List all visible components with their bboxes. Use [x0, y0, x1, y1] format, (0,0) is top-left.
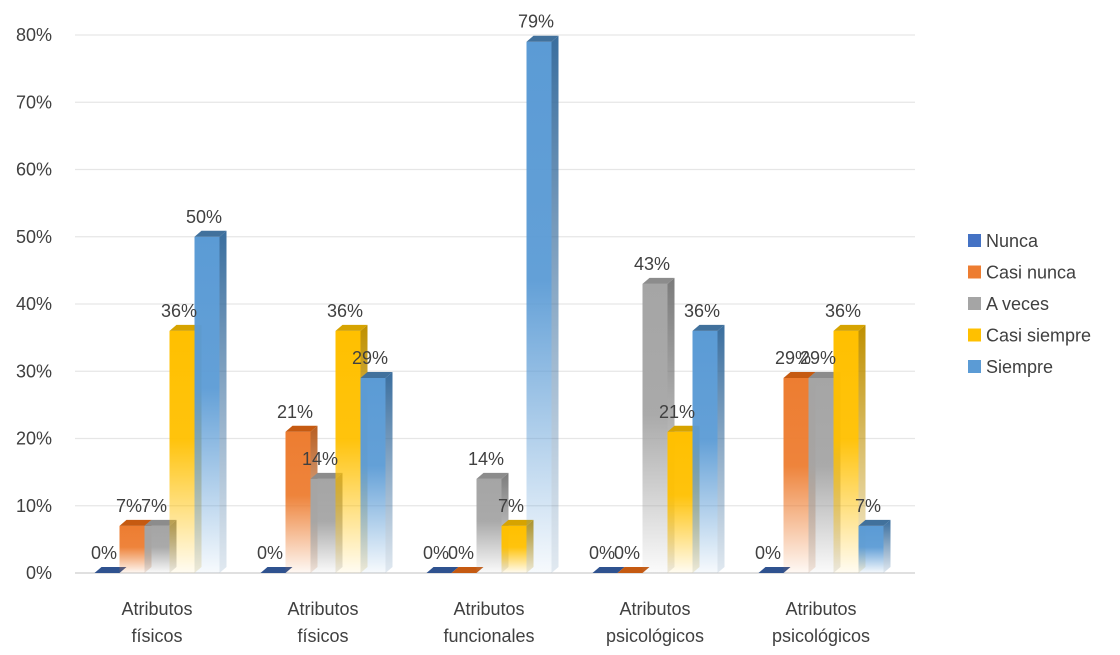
bar-siempre — [692, 324, 725, 573]
data-label: 0% — [755, 543, 781, 563]
y-tick-label: 50% — [16, 227, 52, 247]
data-label: 7% — [141, 496, 167, 516]
bar-nunca — [94, 567, 127, 573]
data-label: 0% — [448, 543, 474, 563]
y-tick-label: 0% — [26, 563, 52, 583]
y-tick-label: 10% — [16, 496, 52, 516]
y-tick-label: 20% — [16, 429, 52, 449]
data-label: 7% — [498, 496, 524, 516]
x-category-label: Atributos funcionales — [443, 599, 534, 646]
legend-label: Casi siempre — [986, 326, 1091, 346]
legend-label: Siempre — [986, 357, 1053, 377]
data-label: 21% — [277, 402, 313, 422]
data-label: 21% — [659, 402, 695, 422]
y-tick-label: 30% — [16, 361, 52, 381]
bar-siempre — [858, 519, 891, 573]
legend-label: A veces — [986, 294, 1049, 314]
data-label: 79% — [518, 12, 554, 32]
data-label: 0% — [423, 543, 449, 563]
data-label: 36% — [327, 301, 363, 321]
bar-siempre — [526, 35, 559, 574]
data-label: 14% — [468, 449, 504, 469]
data-label: 36% — [161, 301, 197, 321]
data-label: 0% — [91, 543, 117, 563]
x-category-label: Atributos psicológicos — [606, 599, 704, 646]
bar-casi-nunca — [451, 567, 484, 573]
x-axis: Atributos físicos Atributos físicos Atributo… — [121, 599, 870, 646]
data-label: 0% — [589, 543, 615, 563]
bar-casi-nunca — [617, 567, 650, 573]
y-tick-label: 60% — [16, 160, 52, 180]
data-labels: 0%7%7%36%50%0%21%14%36%29%0%0%14%7%79%0%… — [91, 12, 881, 563]
legend-item: Casi siempre — [968, 326, 1091, 346]
x-category-label: Atributos psicológicos — [772, 599, 870, 646]
legend-item: Siempre — [968, 357, 1053, 377]
y-tick-label: 40% — [16, 294, 52, 314]
y-axis: 0% 10% 20% 30% 40% 50% 60% 70% 80% — [16, 25, 52, 583]
bar-nunca — [260, 567, 293, 573]
data-label: 36% — [825, 301, 861, 321]
y-tick-label: 80% — [16, 25, 52, 45]
bar-nunca — [426, 567, 459, 573]
bar-nunca — [758, 567, 791, 573]
data-label: 29% — [775, 348, 811, 368]
data-label: 7% — [855, 496, 881, 516]
bar-siempre — [360, 371, 393, 573]
legend-label: Casi nunca — [986, 263, 1077, 283]
x-category-label: Atributos físicos — [121, 599, 192, 646]
x-category-label: Atributos físicos — [287, 599, 358, 646]
data-label: 0% — [257, 543, 283, 563]
data-label: 0% — [614, 543, 640, 563]
data-label: 29% — [352, 348, 388, 368]
bar-nunca — [592, 567, 625, 573]
data-label: 29% — [800, 348, 836, 368]
legend-label: Nunca — [986, 231, 1039, 251]
bar-casi-siempre — [833, 324, 866, 573]
legend: Nunca Casi nunca A veces Casi siempre Siempr… — [968, 231, 1091, 377]
legend-item: A veces — [968, 294, 1049, 314]
data-label: 36% — [684, 301, 720, 321]
data-label: 43% — [634, 254, 670, 274]
data-label: 7% — [116, 496, 142, 516]
bars — [94, 35, 891, 574]
y-tick-label: 70% — [16, 92, 52, 112]
legend-item: Nunca — [968, 231, 1039, 251]
data-label: 50% — [186, 207, 222, 227]
legend-item: Casi nunca — [968, 263, 1077, 283]
data-label: 14% — [302, 449, 338, 469]
bar-siempre — [194, 230, 227, 573]
